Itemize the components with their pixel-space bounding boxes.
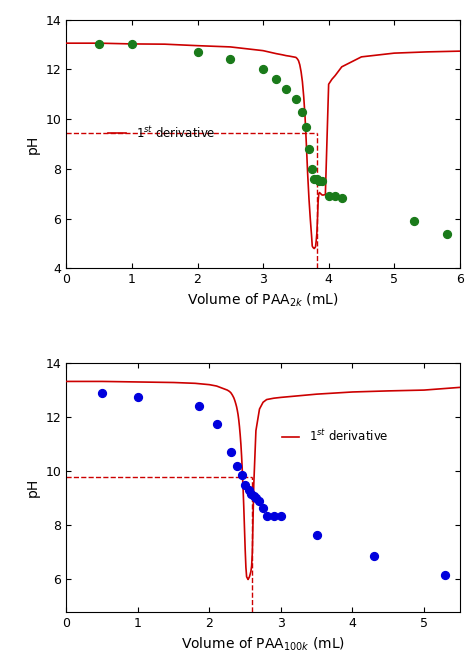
Point [338, 192, 346, 202]
Point [134, 392, 142, 402]
Y-axis label: pH: pH [26, 134, 40, 154]
Point [195, 401, 202, 411]
Point [270, 510, 278, 521]
Point [305, 144, 313, 154]
Point [410, 216, 418, 227]
Legend: 1$^{st}$ derivative: 1$^{st}$ derivative [277, 424, 393, 449]
Point [442, 570, 449, 581]
Point [292, 94, 300, 104]
Point [98, 387, 106, 398]
Point [259, 64, 267, 74]
Point [95, 39, 103, 49]
Point [310, 174, 318, 184]
Point [247, 489, 255, 499]
Point [316, 176, 323, 187]
Point [245, 485, 253, 495]
Point [273, 74, 280, 85]
Point [302, 121, 310, 132]
Point [255, 496, 263, 506]
Legend: 1$^{st}$ derivative: 1$^{st}$ derivative [104, 120, 220, 145]
Point [443, 229, 450, 239]
Point [331, 191, 339, 201]
Point [128, 39, 136, 49]
Point [259, 503, 267, 513]
Point [227, 54, 234, 64]
Point [213, 419, 220, 429]
Point [238, 470, 246, 480]
X-axis label: Volume of PAA$_{100k}$ (mL): Volume of PAA$_{100k}$ (mL) [181, 635, 345, 651]
Point [250, 490, 257, 501]
Point [318, 176, 326, 187]
Point [233, 461, 240, 471]
Point [325, 191, 332, 201]
Point [299, 106, 306, 117]
Point [263, 510, 271, 521]
Point [194, 47, 201, 57]
Point [370, 551, 378, 562]
Point [313, 174, 320, 184]
Point [313, 530, 320, 540]
Point [309, 163, 316, 174]
Point [282, 84, 290, 94]
Point [227, 447, 235, 458]
Point [252, 493, 260, 503]
Point [241, 480, 249, 490]
Point [277, 510, 285, 521]
Y-axis label: pH: pH [26, 478, 40, 497]
X-axis label: Volume of PAA$_{2k}$ (mL): Volume of PAA$_{2k}$ (mL) [187, 292, 339, 309]
